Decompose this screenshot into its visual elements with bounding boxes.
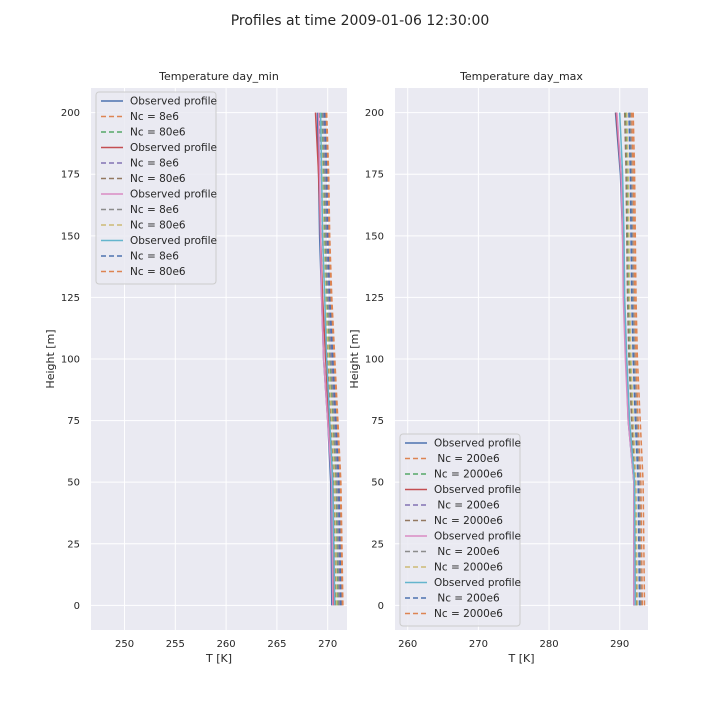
legend-label: Observed profile [434, 531, 521, 543]
temperature-day-max-panel: 260 270 280 290 0 25 50 75 100 125 150 175 200 Temper… [348, 70, 648, 665]
legend-label: Nc = 8e6 [130, 204, 179, 216]
legend-label: Nc = 8e6 [130, 158, 179, 170]
series-line [317, 112, 334, 606]
legend-box [95, 91, 217, 285]
legend-label: Nc = 2000e6 [434, 515, 503, 527]
legend-label: Nc = 2000e6 [434, 562, 503, 574]
y-tick-label: 200 [61, 108, 80, 119]
figure-title: Profiles at time 2009-01-06 12:30:00 [231, 13, 490, 29]
legend-label: Nc = 80e6 [130, 127, 186, 139]
x-tick-label: 260 [217, 639, 236, 650]
legend-label: Nc = 200e6 [434, 593, 500, 605]
y-tick-label: 50 [67, 478, 80, 489]
y-tick-label: 25 [371, 539, 384, 550]
x-tick-label: 270 [469, 639, 488, 650]
x-tick-label: 260 [398, 639, 417, 650]
legend-label: Nc = 8e6 [130, 251, 179, 263]
legend-label: Observed profile [434, 438, 521, 450]
y-tick-label: 0 [378, 601, 384, 612]
y-tick-label: 0 [74, 601, 80, 612]
y-tick-label: 200 [365, 108, 384, 119]
x-axis-label: T [K] [507, 652, 534, 665]
y-tick-label: 125 [365, 293, 384, 304]
x-tick-label: 270 [318, 639, 337, 650]
legend-label: Observed profile [434, 577, 521, 589]
y-tick-label: 25 [67, 539, 80, 550]
legend-label: Observed profile [130, 96, 217, 108]
series-line [319, 112, 336, 606]
y-tick-label: 75 [371, 416, 384, 427]
y-axis-label: Height [m] [348, 329, 361, 388]
panel-title: Temperature day_min [158, 70, 279, 83]
legend-label: Observed profile [434, 484, 521, 496]
series-line [618, 112, 637, 606]
legend-label: Nc = 2000e6 [434, 608, 503, 620]
y-tick-label: 150 [61, 231, 80, 242]
legend-label: Observed profile [130, 142, 217, 154]
y-tick-label: 150 [365, 231, 384, 242]
y-axis-label: Height [m] [44, 329, 57, 388]
legend-label: Nc = 80e6 [130, 220, 186, 232]
x-tick-label: 265 [267, 639, 286, 650]
legend-label: Observed profile [130, 189, 217, 201]
legend-label: Observed profile [130, 235, 217, 247]
y-tick-label: 50 [371, 478, 384, 489]
y-tick-label: 100 [365, 355, 384, 366]
legend-label: Nc = 200e6 [434, 500, 500, 512]
y-tick-label: 125 [61, 293, 80, 304]
legend-label: Nc = 2000e6 [434, 469, 503, 481]
legend-label: Nc = 8e6 [130, 111, 179, 123]
legend-label: Nc = 80e6 [130, 266, 186, 278]
legend-box [399, 433, 521, 627]
legend-label: Nc = 80e6 [130, 173, 186, 185]
series-line [616, 112, 635, 606]
y-tick-label: 175 [365, 170, 384, 181]
y-tick-label: 175 [61, 170, 80, 181]
temperature-day-min-panel: 250 255 260 265 270 0 25 50 75 100 125 150 175 200 Tem… [44, 70, 347, 665]
x-tick-label: 290 [610, 639, 629, 650]
x-tick-label: 255 [166, 639, 185, 650]
y-tick-label: 100 [61, 355, 80, 366]
x-tick-label: 250 [115, 639, 134, 650]
panel-title: Temperature day_max [459, 70, 583, 83]
y-tick-label: 75 [67, 416, 80, 427]
x-tick-label: 280 [540, 639, 559, 650]
legend-label: Nc = 200e6 [434, 453, 500, 465]
legend-label: Nc = 200e6 [434, 546, 500, 558]
x-axis-label: T [K] [205, 652, 232, 665]
